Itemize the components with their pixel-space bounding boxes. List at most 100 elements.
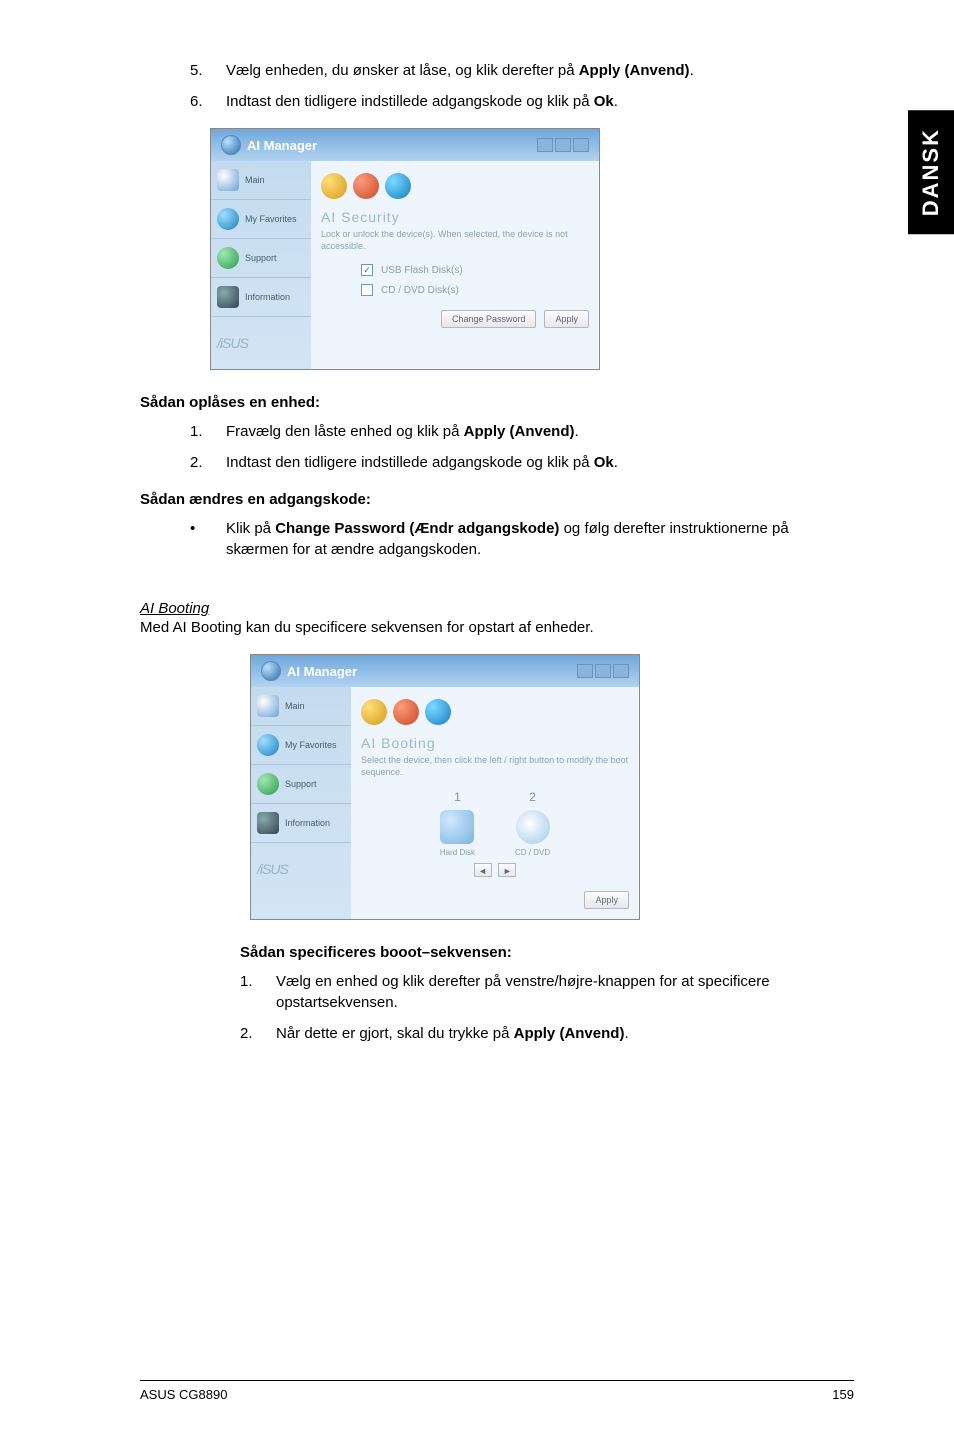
sidebar-item-support[interactable]: Support (251, 765, 351, 804)
app-orb-icon (221, 135, 241, 155)
step-2: 2. Når dette er gjort, skal du trykke på… (240, 1023, 854, 1044)
boot-device-1[interactable]: 1 Hard Disk (440, 790, 475, 857)
sidebar: Main My Favorites Support Information /i… (211, 161, 311, 369)
boot-device-label: CD / DVD (515, 848, 550, 857)
move-left-button[interactable]: ◄ (474, 863, 492, 877)
app-orb-icon (261, 661, 281, 681)
move-right-button[interactable]: ► (498, 863, 516, 877)
step-text: Indtast den tidligere indstillede adgang… (226, 91, 854, 112)
sidebar-item-favorites[interactable]: My Favorites (211, 200, 311, 239)
panel-description: Select the device, then click the left /… (361, 755, 629, 778)
checkbox-icon: ✓ (361, 264, 373, 276)
checkbox-usb[interactable]: ✓ USB Flash Disk(s) (361, 264, 589, 276)
apply-button[interactable]: Apply (584, 891, 629, 909)
checkbox-cddvd[interactable]: CD / DVD Disk(s) (361, 284, 589, 296)
disc-icon (516, 810, 550, 844)
reorder-controls: ◄ ► (361, 863, 629, 877)
step-5: 5. Vælg enheden, du ønsker at låse, og k… (190, 60, 854, 81)
heading-unlock: Sådan oplåses en enhed: (140, 394, 854, 411)
subheading-ai-booting: AI Booting (140, 600, 854, 617)
paragraph: Med AI Booting kan du specificere sekven… (140, 617, 854, 638)
panel-description: Lock or unlock the device(s). When selec… (321, 229, 589, 252)
boot-order-number: 2 (515, 790, 550, 804)
step-text: Vælg en enhed og klik derefter på venstr… (276, 971, 854, 1013)
maximize-icon[interactable] (595, 664, 611, 678)
step-number: 2. (240, 1023, 276, 1044)
step-text: Vælg enheden, du ønsker at låse, og klik… (226, 60, 854, 81)
favorites-icon (257, 734, 279, 756)
step-text: Fravælg den låste enhed og klik på Apply… (226, 421, 854, 442)
boot-order-number: 1 (440, 790, 475, 804)
information-icon (217, 286, 239, 308)
bullet-item: • Klik på Change Password (Ændr adgangsk… (190, 518, 854, 560)
bullet-marker: • (190, 518, 226, 560)
toolbar-icon-3[interactable] (425, 699, 451, 725)
boot-device-2[interactable]: 2 CD / DVD (515, 790, 550, 857)
minimize-icon[interactable] (577, 664, 593, 678)
sidebar-item-main[interactable]: Main (251, 687, 351, 726)
sidebar-item-main[interactable]: Main (211, 161, 311, 200)
main-panel: AI Security Lock or unlock the device(s)… (311, 161, 599, 369)
step-list-2: 1. Fravælg den låste enhed og klik på Ap… (190, 421, 854, 473)
step-2: 2. Indtast den tidligere indstillede adg… (190, 452, 854, 473)
toolbar-icon-3[interactable] (385, 173, 411, 199)
sidebar-item-favorites[interactable]: My Favorites (251, 726, 351, 765)
bullet-text: Klik på Change Password (Ændr adgangskod… (226, 518, 854, 560)
page-footer: ASUS CG8890 159 (140, 1380, 854, 1402)
screenshot-ai-security: AI Manager Main My Favorites Support Inf… (210, 128, 600, 370)
step-text: Når dette er gjort, skal du trykke på Ap… (276, 1023, 854, 1044)
panel-title: AI Security (321, 209, 589, 225)
window-controls (537, 138, 589, 152)
step-list-1: 5. Vælg enheden, du ønsker at låse, og k… (190, 60, 854, 112)
checkbox-label: CD / DVD Disk(s) (381, 285, 459, 296)
checkbox-label: USB Flash Disk(s) (381, 265, 463, 276)
main-panel: AI Booting Select the device, then click… (351, 687, 639, 919)
sidebar-item-information[interactable]: Information (211, 278, 311, 317)
main-icon (217, 169, 239, 191)
main-icon (257, 695, 279, 717)
change-password-button[interactable]: Change Password (441, 310, 537, 328)
heading-change-password: Sådan ændres en adgangskode: (140, 491, 854, 508)
toolbar (321, 169, 589, 209)
apply-button[interactable]: Apply (544, 310, 589, 328)
heading-specify-boot: Sådan specificeres booot–sekvensen: (240, 944, 854, 961)
support-icon (217, 247, 239, 269)
window-controls (577, 664, 629, 678)
panel-title: AI Booting (361, 735, 629, 751)
sidebar: Main My Favorites Support Information /i… (251, 687, 351, 919)
step-number: 1. (190, 421, 226, 442)
favorites-icon (217, 208, 239, 230)
maximize-icon[interactable] (555, 138, 571, 152)
sidebar-item-information[interactable]: Information (251, 804, 351, 843)
toolbar (361, 695, 629, 735)
checkbox-icon (361, 284, 373, 296)
toolbar-icon-1[interactable] (321, 173, 347, 199)
toolbar-icon-1[interactable] (361, 699, 387, 725)
sidebar-item-support[interactable]: Support (211, 239, 311, 278)
information-icon (257, 812, 279, 834)
step-number: 2. (190, 452, 226, 473)
toolbar-icon-2[interactable] (353, 173, 379, 199)
step-1: 1. Vælg en enhed og klik derefter på ven… (240, 971, 854, 1013)
harddisk-icon (440, 810, 474, 844)
window-titlebar: AI Manager (211, 129, 599, 161)
step-number: 5. (190, 60, 226, 81)
step-list-4: 1. Vælg en enhed og klik derefter på ven… (240, 971, 854, 1044)
support-icon (257, 773, 279, 795)
step-1: 1. Fravælg den låste enhed og klik på Ap… (190, 421, 854, 442)
close-icon[interactable] (613, 664, 629, 678)
footer-model: ASUS CG8890 (140, 1387, 227, 1402)
window-title: AI Manager (287, 664, 357, 679)
boot-device-label: Hard Disk (440, 848, 475, 857)
close-icon[interactable] (573, 138, 589, 152)
minimize-icon[interactable] (537, 138, 553, 152)
step-text: Indtast den tidligere indstillede adgang… (226, 452, 854, 473)
footer-page-number: 159 (832, 1387, 854, 1402)
step-number: 6. (190, 91, 226, 112)
window-title: AI Manager (247, 138, 317, 153)
bullet-list: • Klik på Change Password (Ændr adgangsk… (190, 518, 854, 560)
step-6: 6. Indtast den tidligere indstillede adg… (190, 91, 854, 112)
brand-logo: /iSUS (251, 843, 351, 895)
toolbar-icon-2[interactable] (393, 699, 419, 725)
brand-logo: /iSUS (211, 317, 311, 369)
